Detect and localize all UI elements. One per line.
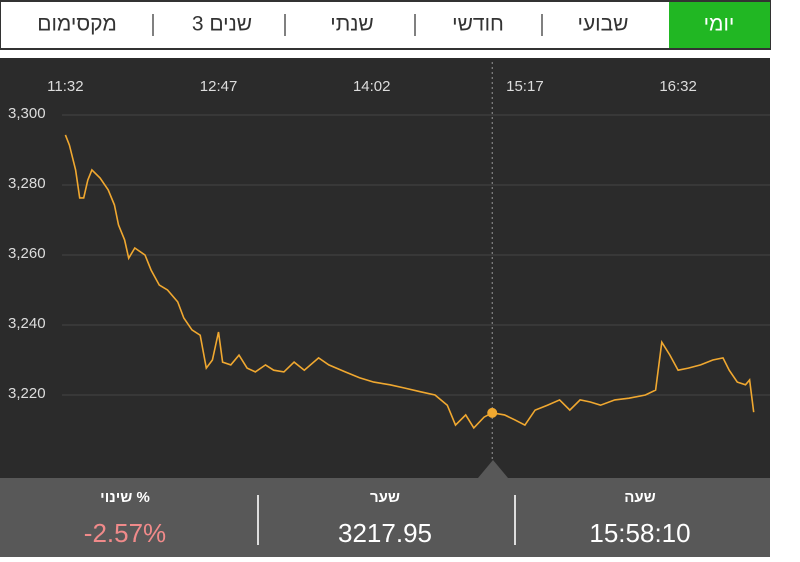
info-panel — [0, 478, 770, 557]
info-value: -2.57% — [84, 518, 166, 548]
crosshair-point — [487, 407, 498, 418]
price-line — [64, 134, 755, 430]
tab-label[interactable]: יומי — [704, 13, 735, 36]
y-tick-label: 3,220 — [8, 385, 46, 402]
x-tick-label: 16:32 — [659, 78, 697, 95]
x-tick-label: 12:47 — [200, 78, 238, 95]
x-tick-label: 15:17 — [506, 78, 544, 95]
y-tick-label: 3,260 — [8, 245, 46, 262]
info-label: שער — [370, 489, 400, 506]
info-label: % שינוי — [100, 489, 150, 506]
info-value: 15:58:10 — [589, 518, 690, 548]
tab-label[interactable]: חודשי — [452, 13, 504, 36]
info-value: 3217.95 — [338, 518, 432, 548]
tab-label[interactable]: שנתי — [330, 13, 373, 36]
pointer-notch — [478, 460, 508, 478]
y-tick-label: 3,280 — [8, 175, 46, 192]
x-tick-label: 14:02 — [353, 78, 391, 95]
active-tab[interactable] — [669, 2, 770, 48]
x-tick-label: 11:32 — [47, 78, 83, 95]
tab-label[interactable]: שבועי — [577, 13, 628, 36]
y-tick-label: 3,240 — [8, 315, 46, 332]
tab-label[interactable]: 3 שנים — [192, 13, 252, 36]
plot-bg — [0, 58, 770, 478]
info-label: שעה — [624, 489, 656, 506]
y-tick-label: 3,300 — [8, 105, 46, 122]
tab-label[interactable]: מקסימום — [37, 13, 117, 36]
